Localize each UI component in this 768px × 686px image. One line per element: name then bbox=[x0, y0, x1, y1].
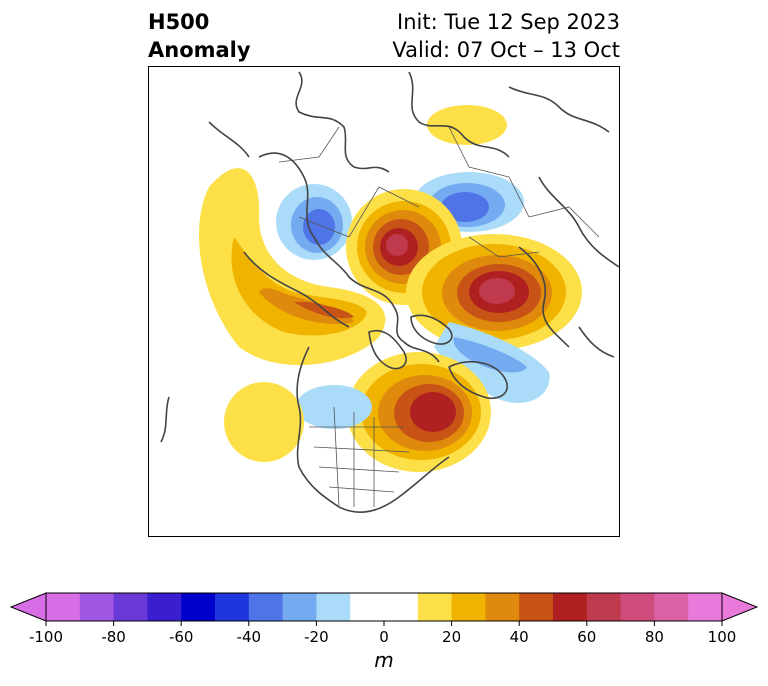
map-panel bbox=[148, 66, 620, 537]
colorbar-segment bbox=[215, 593, 250, 621]
colorbar-tick-label: 40 bbox=[509, 628, 529, 646]
coastlines bbox=[160, 71, 619, 513]
colorbar-segment bbox=[384, 593, 419, 621]
colorbar-tick-label: 100 bbox=[707, 628, 737, 646]
colorbar-tick-label: -100 bbox=[28, 628, 64, 646]
colorbar-tick-label: 20 bbox=[442, 628, 462, 646]
colorbar-segment bbox=[46, 593, 81, 621]
colorbar-tick-label: -40 bbox=[236, 628, 262, 646]
anomaly-ridge-top bbox=[427, 105, 507, 145]
colorbar-tick-label: -80 bbox=[101, 628, 126, 646]
valid-range: Valid: 07 Oct – 13 Oct bbox=[392, 38, 620, 62]
title-variable: H500 bbox=[148, 10, 210, 34]
borders bbox=[278, 126, 600, 508]
anomaly-trough-atlantic bbox=[434, 322, 550, 403]
colorbar-segment bbox=[485, 593, 520, 621]
colorbar-tick-label: 80 bbox=[644, 628, 664, 646]
colorbar bbox=[10, 592, 758, 626]
colorbar-segment bbox=[147, 593, 182, 621]
anomaly-ridge-barents bbox=[406, 234, 582, 350]
colorbar-segment bbox=[316, 593, 351, 621]
title-product: Anomaly bbox=[148, 38, 251, 62]
colorbar-segment bbox=[282, 593, 317, 621]
colorbar-segment bbox=[451, 593, 486, 621]
colorbar-tick-label: 0 bbox=[379, 628, 389, 646]
colorbar-units: m bbox=[374, 648, 394, 672]
colorbar-tick-label: 60 bbox=[577, 628, 597, 646]
anomaly-ridge-pacific bbox=[224, 382, 304, 462]
map-title-right: Init: Tue 12 Sep 2023 Valid: 07 Oct – 13… bbox=[392, 8, 620, 64]
anomaly-trough-siberia bbox=[276, 184, 352, 260]
colorbar-tick-label: -20 bbox=[304, 628, 329, 646]
colorbar-segment bbox=[586, 593, 622, 621]
colorbar-over-arrow bbox=[721, 592, 758, 622]
colorbar-segment bbox=[553, 593, 588, 621]
colorbar-segment bbox=[181, 593, 216, 621]
colorbar-segment bbox=[688, 593, 723, 621]
colorbar-segment bbox=[654, 593, 689, 621]
colorbar-segment bbox=[519, 593, 554, 621]
map-title-left: H500 Anomaly bbox=[148, 8, 251, 64]
colorbar-segment bbox=[350, 593, 385, 621]
colorbar-segment bbox=[620, 593, 655, 621]
colorbar-segment bbox=[79, 593, 115, 621]
colorbar-segment bbox=[248, 593, 284, 621]
init-date: Init: Tue 12 Sep 2023 bbox=[397, 10, 620, 34]
colorbar-segment bbox=[113, 593, 148, 621]
colorbar-segment bbox=[417, 593, 453, 621]
anomaly-ridge-hudson bbox=[347, 352, 491, 472]
colorbar-under-arrow bbox=[10, 592, 47, 622]
anomaly-map bbox=[160, 71, 619, 513]
colorbar-tick-label: -60 bbox=[168, 628, 194, 646]
